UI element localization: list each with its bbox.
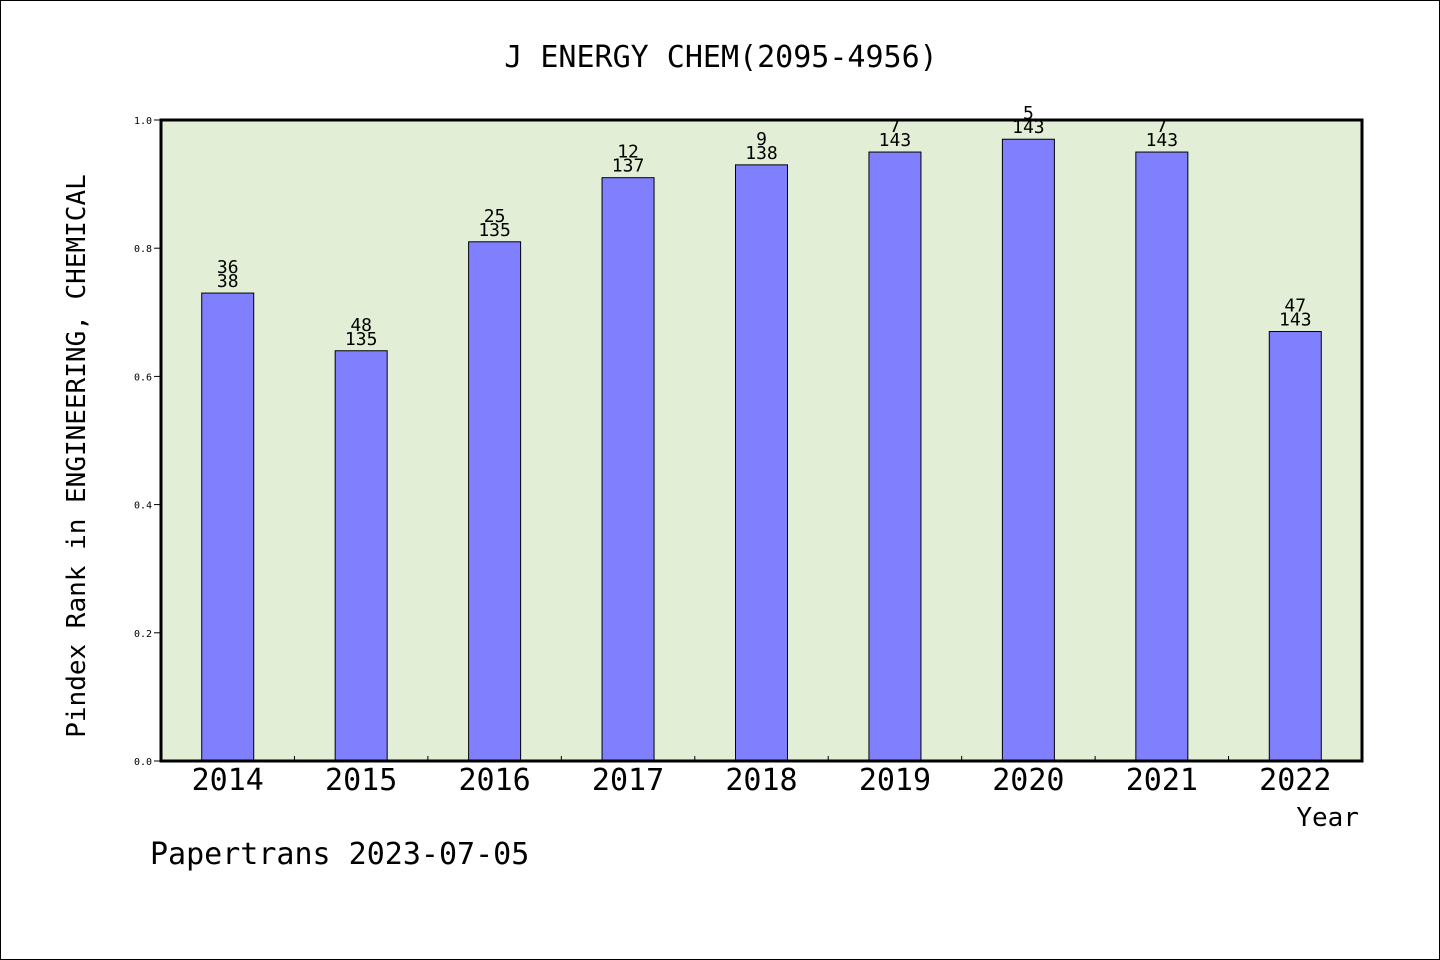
bar-2022 [1268, 331, 1322, 762]
rank-label-2019: 7 [890, 116, 901, 137]
x-tick-label-2019: 2019 [859, 763, 931, 798]
bar-2017 [601, 177, 655, 762]
bar-2016 [468, 241, 522, 762]
total-label-2021: 143 [1146, 130, 1179, 151]
x-tick-label-2017: 2017 [592, 763, 664, 798]
rank-label-2014: 36 [217, 257, 239, 278]
x-tick-label-2015: 2015 [325, 763, 397, 798]
plot-frame [159, 118, 1364, 763]
bar-2014 [201, 292, 255, 762]
rank-label-2016: 25 [484, 206, 506, 227]
total-label-2019: 143 [879, 130, 912, 151]
total-label-2014: 38 [217, 271, 239, 292]
y-tick-label: 0.0 [134, 757, 152, 768]
y-tick-label: 0.6 [134, 372, 152, 383]
x-axis-label: Year [1296, 803, 1359, 833]
x-axis: 2014 2015 2016 2017 2018 2019 2020 2021 2022 [192, 756, 1331, 798]
rank-label-2021: 7 [1156, 116, 1167, 137]
chart-title: J ENERGY CHEM(2095-4956) [504, 40, 937, 75]
total-label-2020: 143 [1012, 117, 1045, 138]
rank-label-2018: 9 [756, 129, 767, 150]
bar-2015 [334, 350, 388, 762]
total-label-2022: 143 [1279, 310, 1312, 331]
y-axis: 0.0 0.2 0.4 0.6 0.8 1.0 [134, 116, 161, 768]
bar-2019 [868, 151, 922, 762]
x-tick-label-2014: 2014 [192, 763, 264, 798]
x-tick-label-2022: 2022 [1259, 763, 1331, 798]
rank-label-2022: 47 [1284, 296, 1306, 317]
x-tick-label-2016: 2016 [458, 763, 530, 798]
bar-2018 [735, 164, 788, 762]
x-tick-label-2018: 2018 [725, 763, 797, 798]
y-tick-label: 1.0 [134, 116, 152, 127]
total-label-2017: 137 [612, 156, 645, 177]
total-label-2015: 135 [345, 329, 378, 350]
x-tick-label-2020: 2020 [992, 763, 1064, 798]
rank-label-2015: 48 [350, 315, 372, 336]
y-tick-label: 0.4 [134, 501, 152, 512]
bar-2020 [1001, 138, 1055, 762]
total-label-2018: 138 [745, 143, 778, 164]
rank-label-2020: 5 [1023, 103, 1034, 124]
rank-label-2017: 12 [617, 142, 639, 163]
y-tick-label: 0.2 [134, 629, 152, 640]
bars-group [201, 138, 1322, 762]
x-tick-label-2021: 2021 [1126, 763, 1198, 798]
bar-2021 [1135, 151, 1189, 762]
y-axis-label: Pindex Rank in ENGINEERING, CHEMICAL [62, 174, 92, 738]
footer-credit: Papertrans 2023-07-05 [150, 837, 529, 872]
total-label-2016: 135 [478, 220, 511, 241]
y-tick-label: 0.8 [134, 244, 152, 255]
